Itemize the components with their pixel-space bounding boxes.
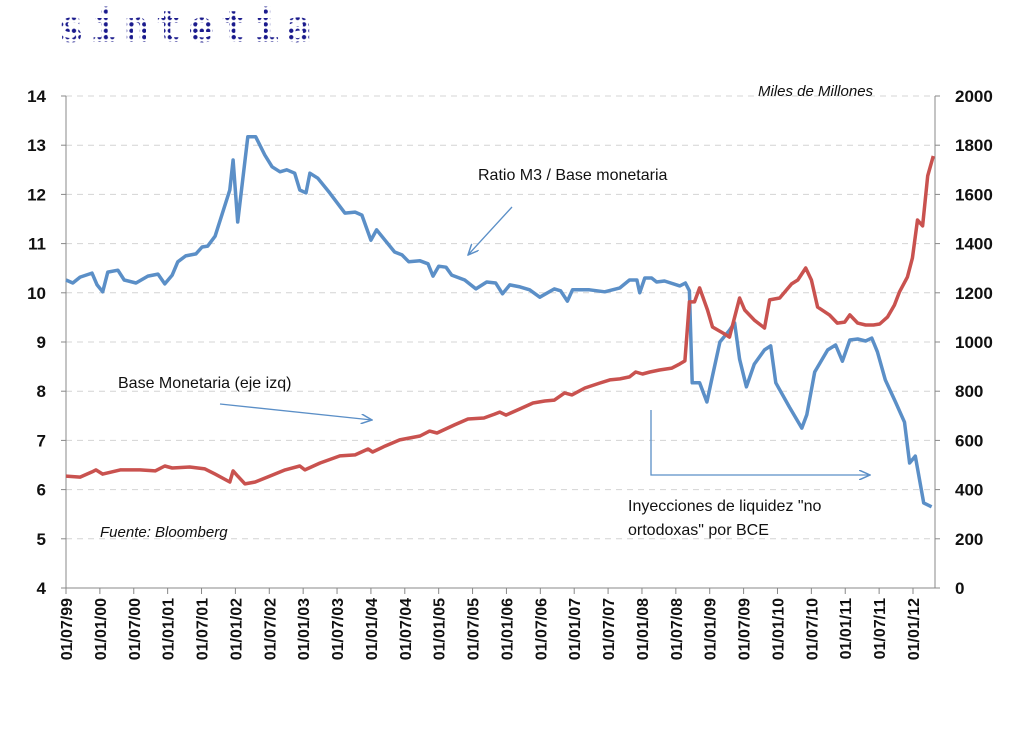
source-label: Fuente: Bloomberg (100, 524, 228, 541)
right-axis-label: 400 (955, 481, 983, 500)
right-axis-label: 1000 (955, 333, 993, 352)
bce-annotation-line1: Inyecciones de liquidez "no (628, 498, 821, 515)
sintetia-logo: sintetia (58, 2, 318, 53)
ratio-annotation: Ratio M3 / Base monetaria (478, 167, 668, 184)
bce-arrow (650, 410, 870, 475)
right-axis-label: 800 (955, 382, 983, 401)
x-axis-label: 01/01/09 (703, 598, 720, 660)
base-monetaria-series-line (65, 155, 935, 486)
left-axis-label: 10 (27, 284, 46, 303)
right-axis-label: 2000 (955, 87, 993, 106)
x-axis-label: 01/01/00 (93, 598, 110, 660)
x-axis-label: 01/01/11 (838, 598, 855, 660)
x-axis-label: 01/01/12 (906, 598, 923, 660)
x-axis-label: 01/07/04 (398, 598, 415, 660)
x-axis-label: 01/07/10 (804, 598, 821, 660)
left-axis-label: 8 (37, 382, 46, 401)
x-axis-label: 01/01/06 (499, 598, 516, 660)
x-axis-label: 01/01/05 (432, 598, 449, 660)
x-axis-label: 01/01/04 (364, 598, 381, 660)
x-axis-label: 01/07/09 (737, 598, 754, 660)
x-axis-label: 01/07/01 (195, 598, 212, 660)
left-axis-label: 13 (27, 136, 46, 155)
base-annotation: Base Monetaria (eje izq) (118, 375, 291, 392)
left-axis-label: 14 (27, 87, 46, 106)
right-axis-label: 1400 (955, 235, 993, 254)
ratio-arrow (468, 206, 513, 255)
base-arrow (219, 403, 372, 420)
right-axis-label: 1200 (955, 284, 993, 303)
x-axis-label: 01/07/05 (466, 598, 483, 660)
x-axis-label: 01/01/01 (161, 598, 178, 660)
left-axis-label: 4 (37, 579, 47, 598)
x-axis-label: 01/07/06 (533, 598, 550, 660)
right-axis-label: 600 (955, 431, 983, 450)
x-axis-label: 01/07/07 (601, 598, 618, 660)
right-axis-label: 1600 (955, 185, 993, 204)
left-axis-label: 12 (27, 185, 46, 204)
x-axis-label: 01/07/99 (59, 598, 76, 660)
left-axis-label: 6 (37, 481, 46, 500)
right-axis-label: 0 (955, 579, 964, 598)
x-axis-label: 01/07/08 (669, 598, 686, 660)
bce-annotation-line2: ortodoxas" por BCE (628, 522, 769, 539)
units-label: Miles de Millones (758, 83, 874, 100)
left-axis-label: 5 (37, 530, 46, 549)
x-axis-label: 01/01/10 (770, 598, 787, 660)
ratio-m3-series-line (65, 135, 933, 509)
right-axis-label: 1800 (955, 136, 993, 155)
x-axis-label: 01/07/03 (330, 598, 347, 660)
x-axis-label: 01/07/11 (872, 598, 889, 660)
x-axis-label: 01/07/02 (262, 598, 279, 660)
left-axis-label: 9 (37, 333, 46, 352)
left-axis-label: 11 (28, 235, 46, 254)
left-axis-label: 7 (37, 431, 46, 450)
x-axis-label: 01/01/02 (228, 598, 245, 660)
x-axis-label: 01/01/07 (567, 598, 584, 660)
right-axis-label: 200 (955, 530, 983, 549)
x-axis-label: 01/07/00 (127, 598, 144, 660)
x-axis-label: 01/01/08 (635, 598, 652, 660)
x-axis-label: 01/01/03 (296, 598, 313, 660)
